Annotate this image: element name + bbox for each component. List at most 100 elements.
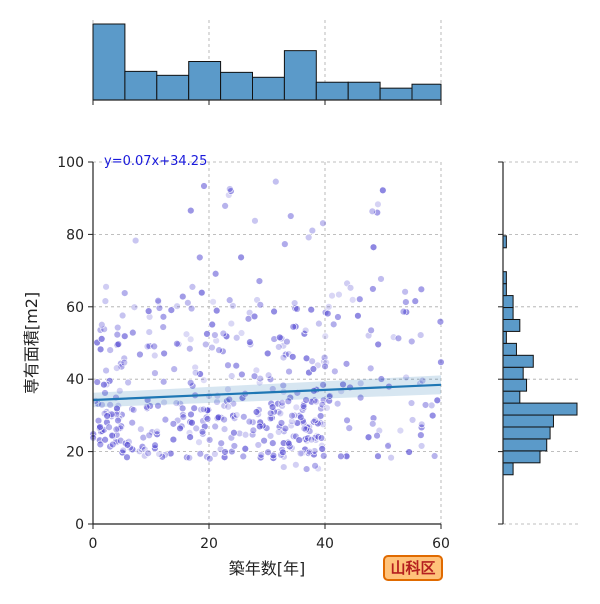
x-hist-bar bbox=[347, 81, 381, 101]
scatter-point bbox=[270, 307, 278, 316]
scatter-point bbox=[364, 433, 373, 441]
scatter-point bbox=[114, 323, 122, 332]
scatter-point bbox=[433, 396, 441, 405]
scatter-point bbox=[307, 435, 316, 444]
scatter-point bbox=[116, 424, 125, 432]
y-hist-bar bbox=[502, 426, 551, 440]
scatter-point bbox=[113, 364, 121, 372]
scatter-point bbox=[220, 415, 228, 424]
scatter-point bbox=[314, 464, 322, 473]
scatter-point bbox=[159, 378, 168, 386]
scatter-point bbox=[342, 360, 351, 368]
scatter-point bbox=[196, 370, 204, 378]
scatter-point bbox=[176, 400, 184, 408]
scatter-point bbox=[208, 343, 216, 352]
scatter-point bbox=[296, 449, 305, 458]
scatter-point bbox=[169, 420, 178, 428]
scatter-point bbox=[101, 436, 109, 444]
scatter-point bbox=[356, 295, 364, 303]
scatter-point bbox=[100, 381, 108, 389]
scatter-point bbox=[256, 453, 265, 462]
scatter-point bbox=[119, 446, 127, 455]
scatter-point bbox=[373, 431, 381, 440]
scatter-point bbox=[187, 410, 195, 419]
scatter-point bbox=[280, 463, 288, 471]
scatter-point bbox=[374, 200, 382, 208]
scatter-plot: 0 20 40 60 0 20 40 60 80 100 y=0.07x+34.25 築年数[年] 専有… bbox=[22, 154, 450, 578]
scatter-point bbox=[421, 401, 430, 409]
scatter-point bbox=[96, 423, 104, 431]
x-hist-bar bbox=[220, 71, 254, 101]
scatter-point bbox=[285, 367, 293, 376]
scatter-point bbox=[151, 351, 159, 360]
scatter-point bbox=[226, 185, 234, 193]
scatter-points bbox=[89, 177, 445, 473]
scatter-point bbox=[188, 283, 197, 291]
scatter-point bbox=[430, 452, 439, 460]
scatter-point bbox=[228, 372, 236, 380]
scatter-point bbox=[276, 409, 285, 418]
scatter-point bbox=[311, 462, 319, 470]
scatter-point bbox=[326, 392, 334, 400]
scatter-point bbox=[225, 395, 233, 404]
scatter-point bbox=[113, 438, 121, 446]
scatter-point bbox=[346, 284, 355, 292]
scatter-point bbox=[283, 337, 291, 346]
scatter-point bbox=[286, 393, 294, 402]
region-badge: 山科区 bbox=[383, 555, 443, 581]
scatter-point bbox=[256, 301, 264, 309]
x-tick-label: 0 bbox=[89, 536, 98, 552]
scatter-point bbox=[311, 416, 319, 425]
scatter-point bbox=[211, 270, 220, 278]
scatter-point bbox=[143, 342, 152, 351]
scatter-point bbox=[276, 333, 284, 342]
scatter-point bbox=[317, 434, 326, 442]
scatter-point bbox=[226, 296, 234, 304]
scatter-point bbox=[408, 416, 417, 424]
x-hist-bar bbox=[124, 70, 158, 101]
scatter-point bbox=[176, 424, 184, 433]
scatter-point bbox=[302, 465, 311, 473]
scatter-point bbox=[102, 283, 110, 291]
scatter-point bbox=[321, 362, 329, 371]
y-tick-label: 60 bbox=[66, 300, 84, 316]
scatter-point bbox=[317, 404, 325, 413]
x-hist-bar bbox=[252, 76, 285, 101]
scatter-point bbox=[321, 332, 329, 340]
scatter-point bbox=[245, 417, 254, 426]
scatter-point bbox=[238, 370, 246, 379]
scatter-point bbox=[106, 401, 114, 409]
scatter-point bbox=[289, 353, 297, 361]
scatter-point bbox=[377, 375, 386, 383]
scatter-point bbox=[124, 378, 132, 387]
scatter-point bbox=[196, 253, 204, 262]
scatter-point bbox=[264, 349, 272, 358]
scatter-point bbox=[250, 312, 259, 321]
scatter-point bbox=[301, 326, 310, 335]
scatter-point bbox=[232, 362, 240, 370]
scatter-point bbox=[379, 186, 387, 195]
scatter-point bbox=[304, 434, 312, 442]
scatter-point bbox=[237, 329, 246, 337]
scatter-point bbox=[93, 378, 101, 386]
scatter-point bbox=[182, 330, 191, 338]
scatter-point bbox=[402, 373, 410, 382]
scatter-point bbox=[196, 450, 204, 458]
scatter-point bbox=[279, 439, 288, 447]
scatter-point bbox=[417, 423, 426, 432]
scatter-point bbox=[129, 328, 137, 337]
scatter-point bbox=[187, 304, 196, 313]
scatter-point bbox=[252, 408, 261, 416]
scatter-point bbox=[328, 291, 336, 300]
x-hist-bar bbox=[156, 74, 190, 101]
scatter-point bbox=[369, 420, 377, 428]
scatter-point bbox=[221, 202, 229, 210]
scatter-point bbox=[130, 303, 139, 311]
scatter-point bbox=[396, 426, 405, 435]
scatter-point bbox=[155, 450, 163, 458]
regression-line bbox=[92, 383, 442, 402]
scatter-point bbox=[254, 441, 262, 449]
scatter-point bbox=[138, 443, 147, 451]
scatter-point bbox=[324, 309, 332, 318]
scatter-point bbox=[102, 366, 110, 375]
